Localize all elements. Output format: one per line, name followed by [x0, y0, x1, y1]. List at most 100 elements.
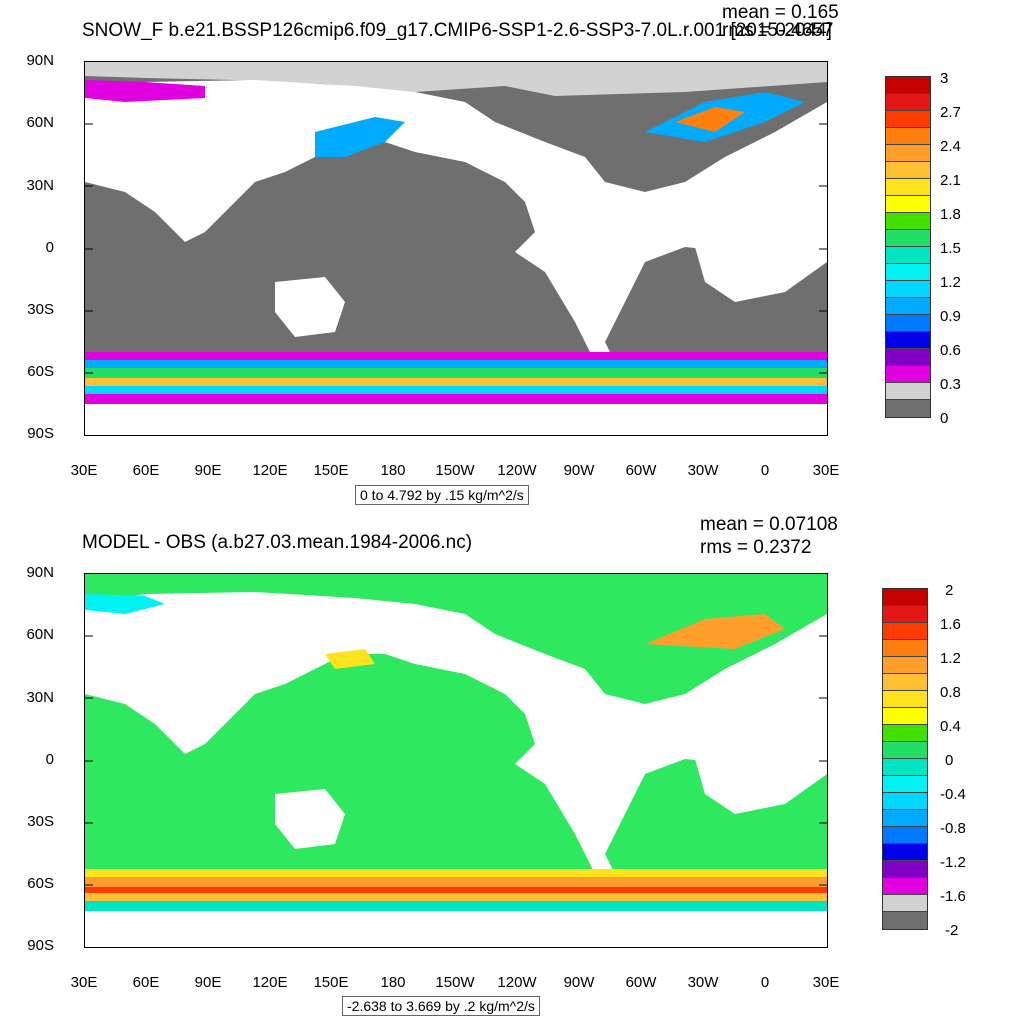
colorbar-swatch [886, 162, 930, 179]
lon-label: 180 [380, 462, 406, 479]
colorbar-swatch [886, 298, 930, 315]
landmass-africa [685, 192, 827, 302]
lon-label: 120W [497, 974, 537, 991]
lat-label: 60S [27, 363, 54, 380]
colorbar-label: 1.6 [940, 616, 961, 633]
mean-label: mean = 0.07108 [700, 514, 838, 535]
lat-label: 90S [27, 937, 54, 954]
colorbar-label: 0.4 [940, 718, 961, 735]
band-yellow [85, 869, 827, 877]
colorbar-label: 0.8 [940, 684, 961, 701]
colorbar-swatch [886, 128, 930, 145]
band-yellow-2 [85, 893, 827, 901]
band-blue [85, 360, 827, 368]
landmass-eurasia-americas [85, 592, 827, 874]
top-map-panel: mean = 0.165 rms = 0.4657 SNOW_F b.e21.B… [26, 2, 961, 505]
map-plot-area [84, 61, 828, 436]
colorbar-swatch [883, 759, 927, 776]
lat-label: 30S [27, 301, 54, 318]
map-canvas-top [85, 62, 827, 435]
colorbar-label: 2 [945, 582, 954, 599]
bottom-map-panel: mean = 0.07108 rms = 0.2372 MODEL - OBS … [0, 512, 1024, 1024]
lon-label: 120E [252, 462, 288, 479]
colorbar-swatch [886, 213, 930, 230]
lon-label: 60W [625, 462, 657, 479]
colorbar-swatch [886, 383, 930, 400]
rms-label: rms = 0.4657 [722, 20, 834, 41]
lat-label: 60N [26, 114, 54, 131]
map-title: SNOW_F b.e21.BSSP126cmip6.f09_g17.CMIP6-… [82, 20, 832, 41]
lon-label: 90W [563, 974, 595, 991]
colorbar-swatch [883, 827, 927, 844]
lon-label: 150E [313, 974, 349, 991]
contour-range-label: -2.638 to 3.669 by .2 kg/m^2/s [342, 996, 540, 1016]
colorbar-swatch [886, 145, 930, 162]
rms-label: rms = 0.2372 [700, 537, 812, 558]
lon-label: 90E [194, 462, 222, 479]
lat-label: 90N [26, 564, 54, 581]
band-magenta-2 [85, 394, 827, 404]
lon-label: 120W [497, 462, 537, 479]
colorbar-swatch [886, 77, 930, 94]
diff-patch-nw-pacific [325, 649, 375, 669]
lon-label: 30W [687, 974, 719, 991]
colorbar-swatch [886, 179, 930, 196]
lon-label: 60E [132, 974, 160, 991]
colorbar-swatch [886, 332, 930, 349]
colorbar-swatch [883, 861, 927, 878]
band-magenta [85, 352, 827, 360]
colorbar-swatch [886, 400, 930, 417]
colorbar-swatch [883, 657, 927, 674]
lat-label: 90N [26, 52, 54, 69]
lon-label: 180 [380, 974, 406, 991]
colorbar-label: 0 [945, 752, 954, 769]
mean-label: mean = 0.165 [722, 2, 839, 23]
lat-label: 30S [27, 813, 54, 830]
lon-label: 30E [70, 462, 98, 479]
colorbar-label: 2.1 [940, 172, 961, 189]
colorbar-label: -1.2 [940, 854, 966, 871]
band-red [85, 887, 827, 893]
colorbar-label: -1.6 [940, 888, 966, 905]
colorbar-swatch [883, 776, 927, 793]
landmass-eurasia-americas [85, 80, 827, 362]
lon-label: 150W [435, 974, 475, 991]
antarctica [85, 911, 827, 947]
contour-range-label: 0 to 4.792 by .15 kg/m^2/s [355, 485, 529, 505]
colorbar-swatch [883, 674, 927, 691]
colorbar-swatch [886, 247, 930, 264]
lat-label: 60N [26, 626, 54, 643]
snow-patch-nw-pacific [315, 117, 405, 157]
antarctica [85, 404, 827, 435]
colorbar-label: 1.2 [940, 650, 961, 667]
lon-label: 30W [687, 462, 719, 479]
diff-patch-arctic-west [85, 594, 165, 614]
lon-label: 30E [812, 974, 840, 991]
colorbar-label: -2 [945, 922, 959, 939]
lat-label: 60S [27, 875, 54, 892]
band-yellow [85, 378, 827, 386]
band-cyan [85, 901, 827, 911]
lat-label: 0 [45, 239, 54, 256]
lon-label: 60W [625, 974, 657, 991]
diff-patch-n-atlantic [645, 614, 785, 649]
colorbar-swatch [886, 315, 930, 332]
snow-patch-atlantic-high [675, 107, 745, 132]
lat-label: 30N [26, 177, 54, 194]
colorbar-swatch [883, 640, 927, 657]
lon-label: 30E [812, 462, 840, 479]
lon-label: 150W [435, 462, 475, 479]
colorbar-label: 0.9 [940, 308, 961, 325]
colorbar-swatch [886, 94, 930, 111]
snow-patch-arctic-west [85, 80, 205, 102]
lon-label: 30E [70, 974, 98, 991]
colorbar-swatch [883, 725, 927, 742]
colorbar-swatch [883, 691, 927, 708]
lat-label: 30N [26, 689, 54, 706]
colorbar-swatch [886, 264, 930, 281]
map-plot-area [84, 573, 828, 948]
lon-label: 0 [760, 462, 770, 479]
colorbar-swatch [883, 589, 927, 606]
band-green [85, 368, 827, 378]
colorbar-label: 2.4 [940, 138, 961, 155]
